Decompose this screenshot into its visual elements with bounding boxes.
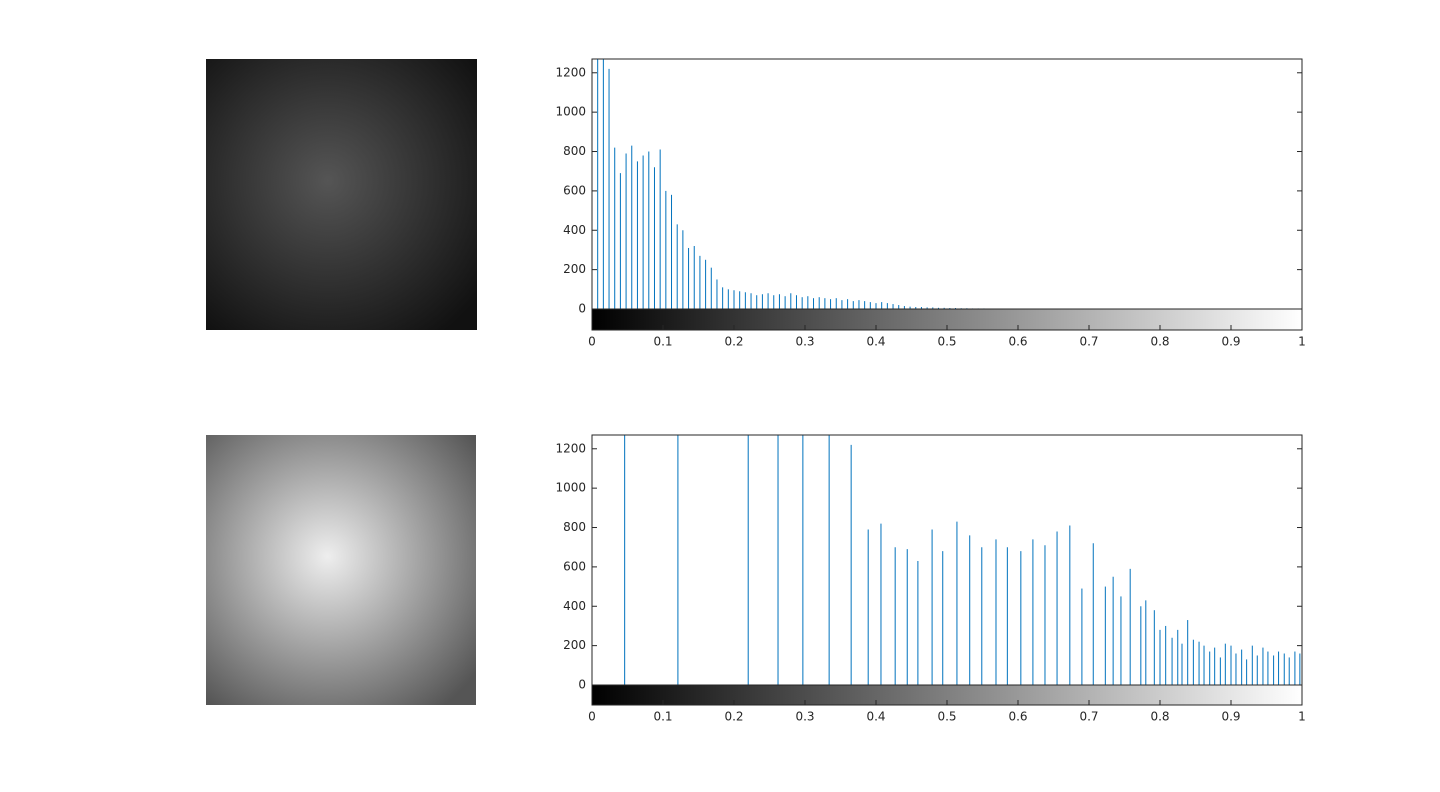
y-tick-label: 600 <box>563 183 586 197</box>
y-tick-label: 400 <box>563 223 586 237</box>
y-tick-label: 800 <box>563 520 586 534</box>
x-tick-label: 0.3 <box>795 335 814 349</box>
y-tick-label: 1000 <box>555 481 586 495</box>
y-tick-label: 1200 <box>555 65 586 79</box>
y-tick-label: 600 <box>563 559 586 573</box>
y-tick-label: 1000 <box>555 105 586 119</box>
y-tick-label: 0 <box>578 302 586 316</box>
y-tick-label: 200 <box>563 638 586 652</box>
x-tick-label: 0.8 <box>1150 710 1169 724</box>
x-tick-label: 0.6 <box>1008 710 1027 724</box>
colorbar <box>592 685 1302 705</box>
plot <box>592 59 1019 309</box>
y-tick-label: 800 <box>563 144 586 158</box>
x-tick-label: 0.7 <box>1079 710 1098 724</box>
plot <box>624 435 1301 685</box>
x-tick-label: 0.6 <box>1008 335 1027 349</box>
y-tick-label: 1200 <box>555 441 586 455</box>
x-tick-label: 0.5 <box>937 710 956 724</box>
x-tick-label: 0.9 <box>1221 335 1240 349</box>
x-tick-label: 0.3 <box>795 710 814 724</box>
x-tick-label: 1 <box>1298 335 1306 349</box>
x-tick-label: 0.1 <box>653 710 672 724</box>
x-tick-label: 1 <box>1298 710 1306 724</box>
y-tick-label: 0 <box>578 678 586 692</box>
y-tick-label: 400 <box>563 599 586 613</box>
x-tick-label: 0.9 <box>1221 710 1240 724</box>
equalized-image <box>206 435 476 705</box>
y-tick-label: 200 <box>563 262 586 276</box>
x-tick-label: 0.1 <box>653 335 672 349</box>
x-tick-label: 0.4 <box>866 710 885 724</box>
x-tick-label: 0 <box>588 710 596 724</box>
x-tick-label: 0.4 <box>866 335 885 349</box>
x-tick-label: 0.2 <box>724 335 743 349</box>
x-tick-label: 0.7 <box>1079 335 1098 349</box>
dark-image <box>206 59 477 330</box>
x-tick-label: 0 <box>588 335 596 349</box>
x-tick-label: 0.2 <box>724 710 743 724</box>
colorbar <box>592 309 1302 330</box>
x-tick-label: 0.8 <box>1150 335 1169 349</box>
x-tick-label: 0.5 <box>937 335 956 349</box>
